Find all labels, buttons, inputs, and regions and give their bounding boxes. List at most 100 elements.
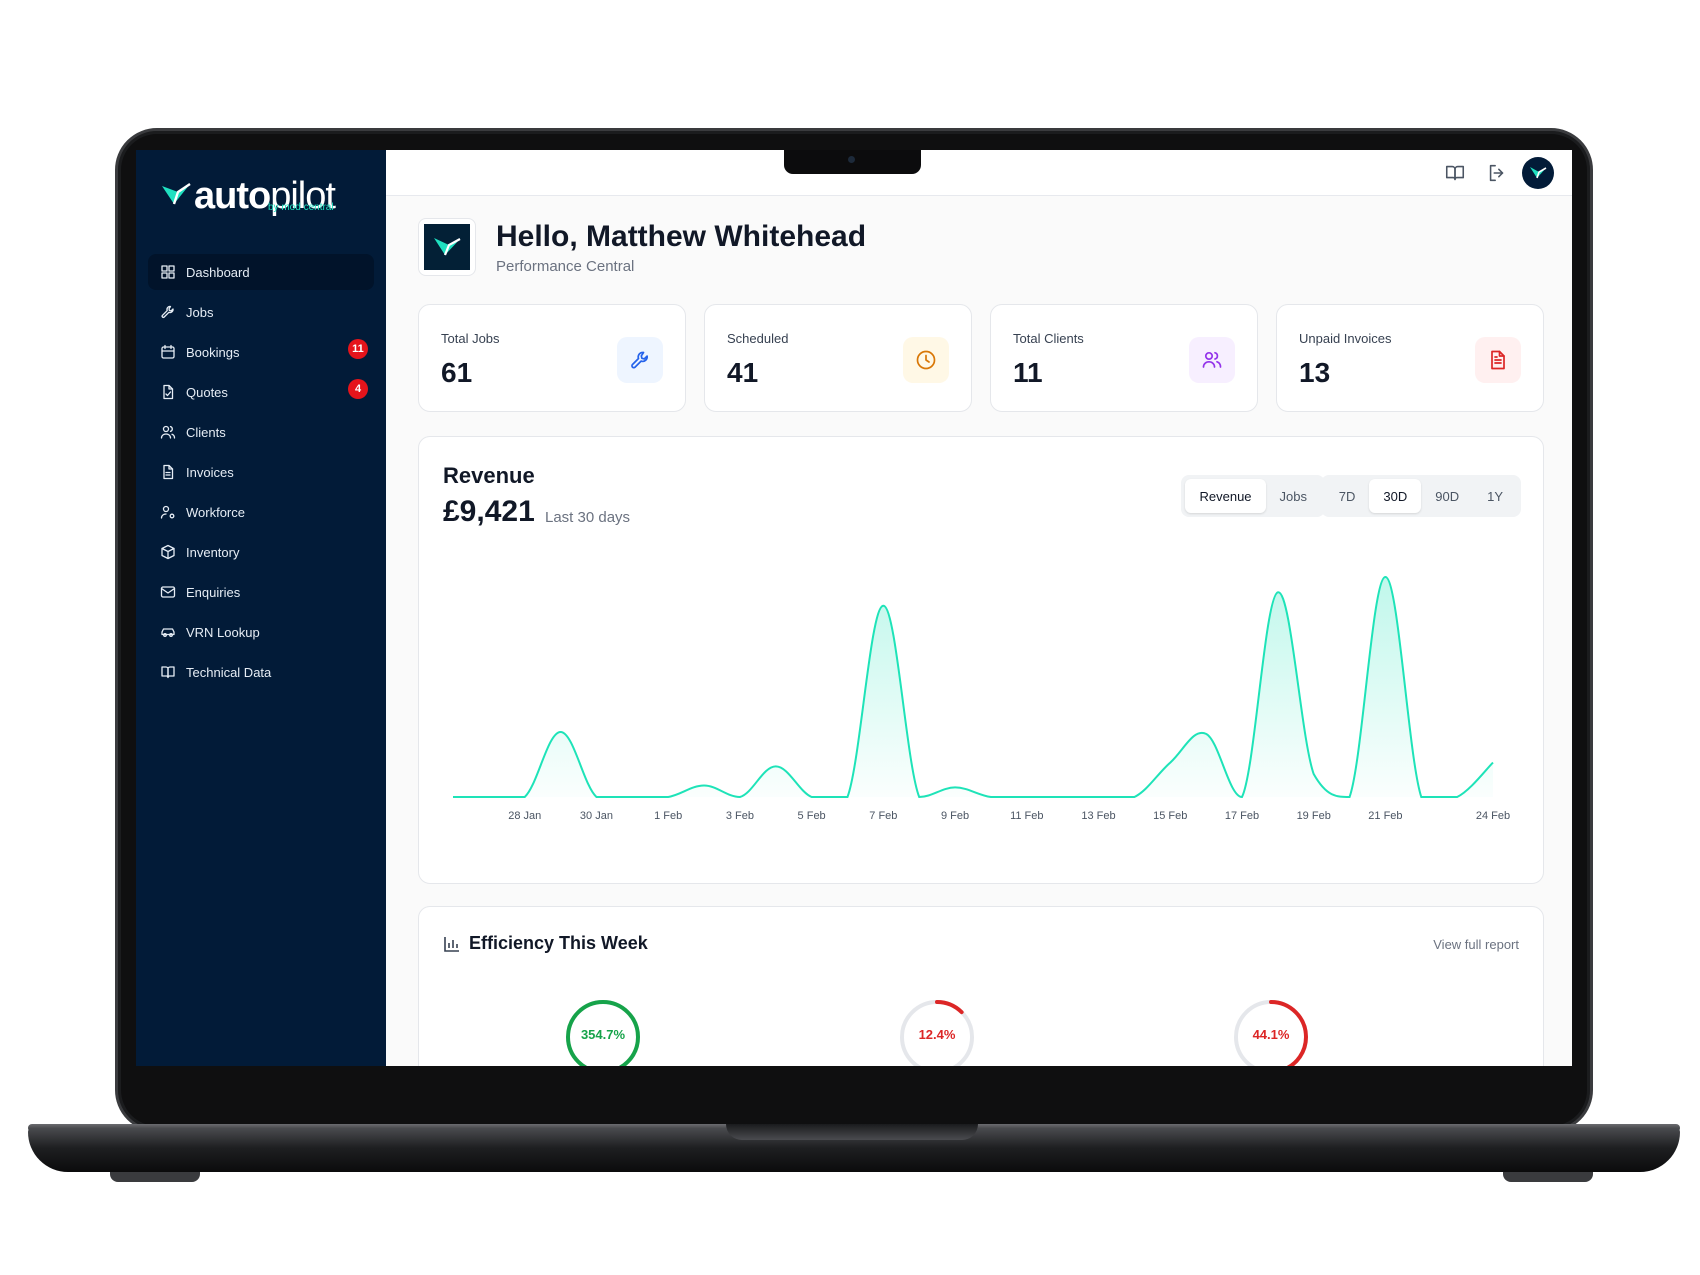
data-point[interactable] xyxy=(483,791,495,803)
autopilot-logo-icon xyxy=(162,183,191,205)
revenue-period: Last 30 days xyxy=(545,509,631,526)
data-point[interactable] xyxy=(1200,728,1212,740)
data-point[interactable] xyxy=(1308,768,1320,780)
toggle-jobs[interactable]: Jobs xyxy=(1279,488,1307,504)
data-point[interactable] xyxy=(949,781,961,793)
sidebar-item-label: Technical Data xyxy=(186,664,272,680)
sidebar-item-dashboard[interactable]: Dashboard xyxy=(148,254,374,290)
range-90d[interactable]: 90D xyxy=(1435,488,1460,504)
view-full-report-link[interactable]: View full report xyxy=(1433,937,1519,952)
data-point[interactable] xyxy=(626,791,638,803)
sidebar-item-enquiries[interactable]: Enquiries xyxy=(148,574,374,610)
data-point[interactable] xyxy=(1415,791,1427,803)
revenue-card: Revenue £9,421 Last 30 days Revenue Jobs … xyxy=(418,436,1544,884)
sidebar-item-label: Quotes xyxy=(186,384,228,400)
sidebar-item-quotes[interactable]: Quotes 4 xyxy=(148,374,374,410)
data-point[interactable] xyxy=(1272,586,1284,598)
range-7d[interactable]: 7D xyxy=(1338,488,1356,504)
sidebar-item-label: Inventory xyxy=(186,544,240,560)
x-tick-label: 19 Feb xyxy=(1297,810,1331,822)
data-point[interactable] xyxy=(770,760,782,772)
sidebar-item-label: Enquiries xyxy=(186,584,241,600)
x-tick-label: 7 Feb xyxy=(869,810,897,822)
x-tick-label: 3 Feb xyxy=(726,810,754,822)
data-point[interactable] xyxy=(1344,791,1356,803)
range-1y[interactable]: 1Y xyxy=(1487,488,1503,504)
data-point[interactable] xyxy=(806,791,818,803)
data-point[interactable] xyxy=(1379,571,1391,583)
data-point[interactable] xyxy=(734,791,746,803)
metric-toggle: Revenue Jobs xyxy=(1181,475,1325,517)
brand-wordmark: autopilot xyxy=(194,175,336,217)
x-tick-label: 11 Feb xyxy=(1010,810,1043,822)
data-point[interactable] xyxy=(1236,791,1248,803)
x-tick-label: 13 Feb xyxy=(1081,810,1115,822)
main-content: Hello, Matthew Whitehead Performance Cen… xyxy=(386,196,1572,1066)
data-point[interactable] xyxy=(590,791,602,803)
sidebar-item-jobs[interactable]: Jobs xyxy=(148,294,374,330)
avatar[interactable] xyxy=(1522,157,1554,189)
laptop-foot-right xyxy=(1503,1172,1593,1182)
sidebar-item-clients[interactable]: Clients xyxy=(148,414,374,450)
data-point[interactable] xyxy=(1057,791,1069,803)
efficiency-gauge: 44.1% xyxy=(1231,997,1311,1066)
file-check-icon xyxy=(160,384,176,400)
data-point[interactable] xyxy=(555,726,567,738)
data-point[interactable] xyxy=(1128,791,1140,803)
logout-icon[interactable] xyxy=(1486,162,1508,184)
stat-card-scheduled[interactable]: Scheduled 41 xyxy=(704,304,972,412)
data-point[interactable] xyxy=(913,791,925,803)
data-point[interactable] xyxy=(1093,791,1105,803)
stat-label: Unpaid Invoices xyxy=(1299,331,1392,346)
stat-card-total-clients[interactable]: Total Clients 11 xyxy=(990,304,1258,412)
data-point[interactable] xyxy=(1164,757,1176,769)
wrench-icon xyxy=(160,304,176,320)
x-tick-label: 5 Feb xyxy=(798,810,826,822)
gauge-value: 44.1% xyxy=(1252,1027,1290,1042)
sidebar-item-invoices[interactable]: Invoices xyxy=(148,454,374,490)
box-icon xyxy=(160,544,176,560)
brand-logo[interactable]: autopilot xyxy=(160,164,336,217)
stat-card-total-jobs[interactable]: Total Jobs 61 xyxy=(418,304,686,412)
data-point[interactable] xyxy=(1451,791,1463,803)
sidebar-item-vrn-lookup[interactable]: VRN Lookup xyxy=(148,614,374,650)
data-point[interactable] xyxy=(877,600,889,612)
mail-icon xyxy=(160,584,176,600)
sidebar-nav: Dashboard Jobs Bookings 11 Quotes 4 Clients Inv… xyxy=(148,254,374,694)
x-tick-label: 1 Feb xyxy=(654,810,682,822)
x-tick-label: 17 Feb xyxy=(1225,810,1259,822)
data-point[interactable] xyxy=(698,780,710,792)
notification-badge: 11 xyxy=(348,339,368,359)
book-open-icon[interactable] xyxy=(1444,162,1466,184)
toggle-revenue[interactable]: Revenue xyxy=(1185,479,1266,513)
efficiency-gauge: 12.4% xyxy=(897,997,977,1066)
sidebar-item-label: Clients xyxy=(186,424,226,440)
sidebar-item-technical-data[interactable]: Technical Data xyxy=(148,654,374,690)
topbar xyxy=(386,150,1572,196)
grid-icon xyxy=(160,264,176,280)
sidebar-item-workforce[interactable]: Workforce xyxy=(148,494,374,530)
efficiency-card: Efficiency This Week View full report 35… xyxy=(418,906,1544,1066)
data-point[interactable] xyxy=(1021,791,1033,803)
data-point[interactable] xyxy=(519,791,531,803)
data-point[interactable] xyxy=(662,791,674,803)
sidebar-item-label: VRN Lookup xyxy=(186,624,260,640)
data-point[interactable] xyxy=(447,791,459,803)
sidebar-item-bookings[interactable]: Bookings 11 xyxy=(148,334,374,370)
camera-notch xyxy=(784,150,921,174)
file-text-icon xyxy=(160,464,176,480)
sidebar-item-label: Workforce xyxy=(186,504,245,520)
range-30d[interactable]: 30D xyxy=(1369,479,1422,513)
gauge-value: 354.7% xyxy=(580,1027,626,1042)
sidebar-item-inventory[interactable]: Inventory xyxy=(148,534,374,570)
data-point[interactable] xyxy=(841,791,853,803)
stat-card-unpaid-invoices[interactable]: Unpaid Invoices 13 xyxy=(1276,304,1544,412)
brand-tagline: by mod central xyxy=(268,202,334,213)
data-point[interactable] xyxy=(985,791,997,803)
page-subtitle: Performance Central xyxy=(496,258,635,275)
efficiency-title: Efficiency This Week xyxy=(469,933,648,953)
bar-chart-icon xyxy=(444,937,459,952)
revenue-amount: £9,421 xyxy=(443,495,535,528)
data-point[interactable] xyxy=(1487,757,1499,769)
stat-value: 41 xyxy=(727,357,759,388)
